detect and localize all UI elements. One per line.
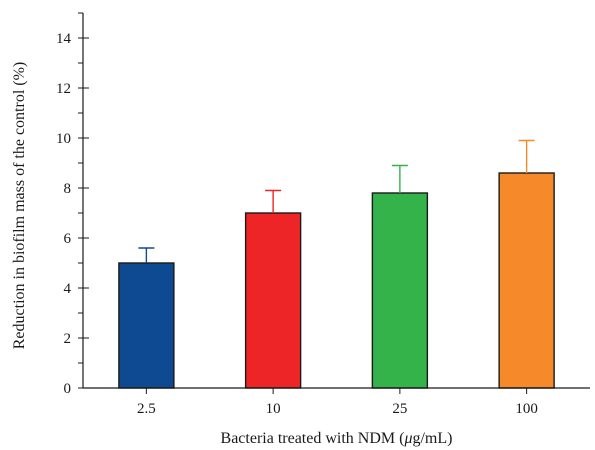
error-bars: [138, 139, 535, 263]
y-tick-label: 2: [64, 331, 72, 347]
y-tick-label: 6: [64, 231, 72, 247]
x-tick-label: 25: [392, 401, 407, 417]
y-tick-label: 14: [56, 31, 72, 47]
y-tick-label: 4: [64, 281, 72, 297]
x-axis-ticks: 2.5 10 25 100: [137, 388, 538, 417]
y-tick-label: 0: [64, 381, 72, 397]
x-tick-label: 10: [266, 401, 281, 417]
y-axis-title: Reduction in biofilm mass of the control…: [11, 62, 28, 350]
x-tick-label: 100: [515, 401, 538, 417]
bar-100: [498, 172, 555, 389]
x-tick-label: 2.5: [137, 401, 156, 417]
bar-10: [244, 212, 302, 389]
bar-2.5: [118, 262, 175, 389]
y-axis-ticks: 0 2 4 6 8 10 12 14: [56, 12, 89, 397]
y-tick-label: 8: [64, 181, 72, 197]
bar-25: [371, 192, 429, 389]
y-tick-label: 10: [56, 131, 71, 147]
bars: [118, 172, 555, 389]
x-axis-title: Bacteria treated with NDM (μg/mL): [221, 430, 453, 447]
y-tick-label: 12: [56, 81, 71, 97]
